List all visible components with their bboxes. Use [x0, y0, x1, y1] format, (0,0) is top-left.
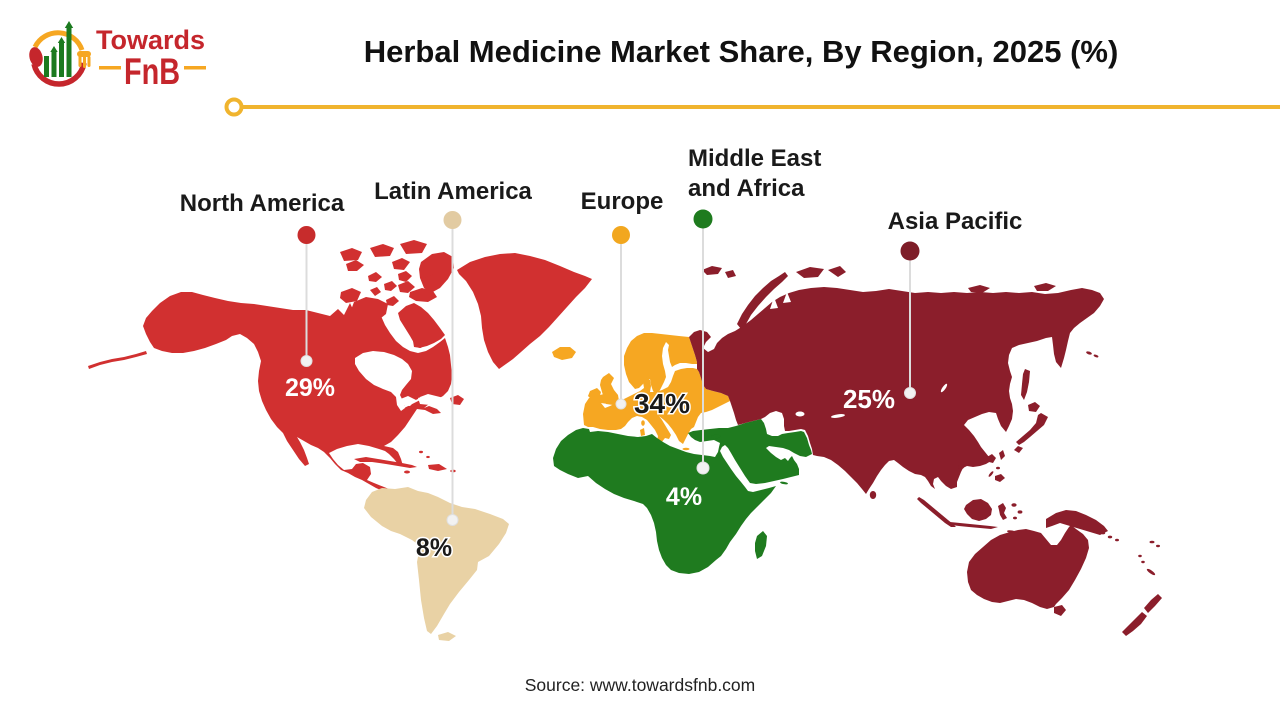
svg-text:25%: 25%	[843, 384, 895, 414]
svg-text:Herbal Medicine Market Share,: Herbal Medicine Market Share, By Region,…	[364, 34, 1119, 69]
svg-text:and Africa: and Africa	[688, 175, 805, 202]
svg-text:34%: 34%	[634, 388, 690, 419]
svg-text:29%: 29%	[285, 374, 335, 402]
svg-text:Asia Pacific: Asia Pacific	[888, 208, 1023, 235]
svg-text:North America: North America	[180, 190, 345, 217]
svg-text:8%: 8%	[416, 534, 452, 562]
svg-text:Source: www.towardsfnb.com: Source: www.towardsfnb.com	[525, 675, 756, 695]
svg-text:4%: 4%	[666, 483, 702, 511]
svg-text:Latin America: Latin America	[374, 178, 532, 205]
svg-text:Europe: Europe	[581, 188, 664, 215]
svg-text:FnB: FnB	[124, 52, 180, 93]
svg-text:Middle East: Middle East	[688, 145, 821, 172]
svg-text:Towards: Towards	[96, 25, 205, 55]
